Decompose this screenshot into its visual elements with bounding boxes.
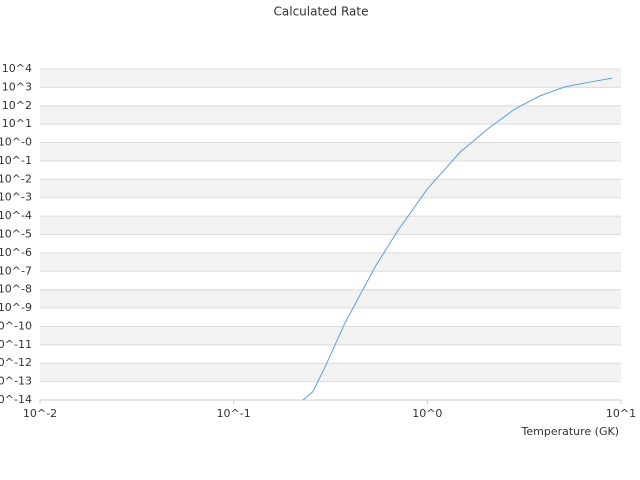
grid-band	[40, 69, 621, 88]
y-tick-label: 10^-10	[0, 319, 32, 332]
x-axis-label: Temperature (GK)	[521, 425, 620, 438]
x-tick-label: 10^-1	[217, 407, 251, 420]
y-tick-label: 10^-7	[0, 264, 32, 277]
y-tick-label: 10^-3	[0, 191, 32, 204]
y-tick-label: 10^-5	[0, 228, 32, 241]
grid-band	[40, 105, 621, 125]
y-tick-label: 10^2	[2, 99, 32, 112]
y-tick-label: 10^-6	[0, 246, 32, 259]
grid-band	[40, 289, 621, 309]
y-tick-label: 10^4	[2, 62, 32, 75]
y-tick-label: 10^-12	[0, 356, 32, 369]
grid-band	[40, 326, 621, 345]
y-tick-label: 10^-9	[0, 301, 32, 314]
grid-band	[40, 216, 621, 235]
chart-title: Calculated Rate	[274, 5, 369, 19]
y-tick-label: 10^-13	[0, 375, 32, 388]
grid-band	[40, 363, 621, 382]
grid-band	[40, 142, 621, 161]
x-tick-label: 10^0	[412, 407, 442, 420]
y-tick-label: 10^-2	[0, 172, 32, 185]
y-tick-label: 10^1	[2, 117, 32, 130]
grid-band	[40, 252, 621, 272]
y-tick-label: 10^-8	[0, 283, 32, 296]
grid-band	[40, 179, 621, 198]
y-tick-label: 10^-14	[0, 393, 32, 406]
x-tick-label: 10^-2	[23, 407, 57, 420]
y-tick-label: 10^-1	[0, 154, 32, 167]
x-tick-label: 10^1	[606, 407, 636, 420]
y-tick-label: 10^3	[2, 80, 32, 93]
y-tick-label: 10^-0	[0, 136, 32, 149]
y-tick-label: 10^-4	[0, 209, 32, 222]
y-tick-label: 10^-11	[0, 338, 32, 351]
line-series	[302, 77, 613, 401]
